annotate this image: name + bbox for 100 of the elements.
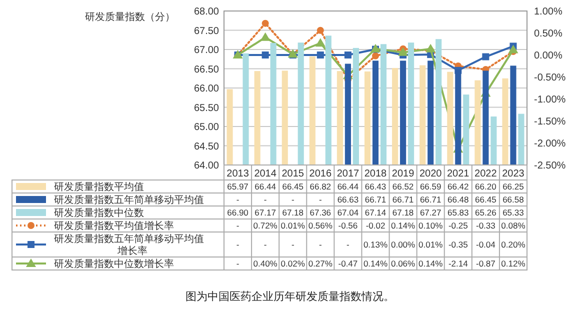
data-label: 0.14% [390, 220, 416, 230]
data-label: -0.56 [338, 220, 358, 230]
data-label: 0.01% [280, 220, 306, 230]
y-tick-label: 64.00 [194, 160, 220, 172]
data-label: 0.56% [308, 220, 333, 230]
data-label: 67.04 [337, 208, 359, 218]
y-tick-label: 66.50 [194, 64, 220, 76]
x-tick-label: 2022 [474, 168, 498, 180]
text: - [318, 194, 322, 204]
y-tick-label: 64.50 [194, 141, 220, 152]
y-tick-label: 67.00 [194, 45, 220, 56]
data-label: 0.00% [390, 240, 416, 250]
data-label: 66.63 [337, 194, 359, 204]
data-label: 67.36 [310, 208, 332, 218]
data-label: 0.08% [501, 220, 526, 230]
x-tick-label: 2023 [502, 168, 525, 180]
legend-label: 研发质量指数五年简单移动平均值 [54, 194, 204, 206]
x-tick-label: 2020 [419, 168, 442, 180]
data-label: 66.20 [475, 182, 497, 192]
data-label: 0.06% [390, 258, 416, 268]
data-label: 65.33 [502, 208, 524, 218]
data-label: 0.14% [363, 258, 388, 268]
y2-tick-label: -2.50% [534, 160, 566, 172]
y2-tick-label: 0.50% [534, 28, 562, 40]
y-tick-label: 67.50 [194, 26, 220, 37]
x-tick-label: 2015 [282, 168, 304, 180]
data-label: -0.47 [338, 258, 358, 268]
y2-tick-label: -1.00% [534, 94, 566, 106]
data-label: - [291, 240, 294, 250]
data-label: 66.90 [227, 208, 249, 218]
y-axis-title: 研发质量指数（分） [85, 11, 175, 23]
y2-tick-label: -2.00% [534, 138, 566, 150]
data-label: 0.13% [363, 240, 388, 250]
data-label: 66.48 [447, 194, 470, 204]
data-label: 66.44 [254, 182, 276, 192]
data-label: 66.71 [392, 194, 414, 204]
y-tick-label: 65.00 [194, 122, 220, 133]
y-tick-label: 66.00 [194, 84, 220, 94]
data-label: -0.35 [448, 240, 468, 250]
data-label: 66.71 [420, 194, 442, 204]
data-label: -2.14 [448, 258, 468, 268]
data-label: 67.18 [392, 208, 414, 218]
data-label: - [318, 240, 322, 250]
x-tick-label: 2017 [336, 168, 360, 180]
x-tick-label: 2014 [254, 168, 277, 180]
data-label: 66.42 [447, 182, 470, 192]
data-label: -0.25 [448, 220, 468, 230]
text: - [236, 194, 240, 204]
data-label: - [346, 240, 350, 250]
legend-label: 研发质量指数中位数增长率 [54, 258, 174, 270]
data-label: 0.14% [418, 258, 444, 268]
data-label: 67.27 [420, 208, 442, 218]
data-label: 66.58 [502, 194, 524, 204]
data-label: - [236, 220, 240, 230]
data-label: 0.40% [253, 258, 278, 268]
data-label: -0.87 [476, 258, 496, 268]
data-label: 66.52 [392, 182, 414, 192]
data-label: 65.97 [227, 182, 249, 192]
data-label: 65.83 [447, 208, 470, 218]
data-label: 67.17 [254, 208, 276, 218]
legend-label: 研发质量指数五年简单移动平均值增长率 [54, 233, 204, 257]
text: - [264, 194, 267, 204]
legend-label: 研发质量指数中位数 [54, 207, 144, 219]
data-label: -0.33 [476, 220, 496, 230]
x-tick-label: 2016 [309, 168, 332, 180]
y2-tick-label: -0.50% [534, 72, 566, 84]
data-label: 66.44 [337, 182, 359, 192]
data-label: - [236, 258, 240, 268]
data-label: 66.59 [420, 182, 442, 192]
legend-label: 研发质量指数平均值 [54, 181, 144, 193]
x-tick-label: 2013 [226, 168, 250, 180]
data-label: 67.18 [282, 208, 304, 218]
data-label: 66.82 [310, 182, 332, 192]
y-tick-label: 65.50 [194, 102, 220, 114]
x-tick-label: 2021 [447, 168, 470, 180]
y2-tick-label: -1.50% [534, 116, 566, 128]
legend-label: 研发质量指数平均值增长率 [54, 220, 174, 232]
y2-tick-label: 0.00% [534, 50, 562, 62]
text: - [291, 194, 294, 204]
data-label: 0.01% [418, 240, 444, 250]
data-label: 65.26 [475, 208, 497, 218]
data-label: 67.14 [364, 208, 386, 218]
x-tick-label: 2019 [392, 168, 415, 180]
y2-tick-label: 1.00% [534, 6, 562, 18]
data-label: 0.10% [418, 220, 444, 230]
data-label: 66.45 [282, 182, 304, 192]
data-label: 0.02% [280, 258, 306, 268]
data-label: -0.04 [476, 240, 496, 250]
data-label: 0.72% [253, 220, 278, 230]
data-label: 0.27% [308, 258, 333, 268]
data-label: - [236, 240, 240, 250]
y-tick-label: 68.00 [194, 6, 220, 18]
data-label: 66.45 [475, 194, 497, 204]
data-label: 0.20% [501, 240, 526, 250]
data-label: 0.12% [501, 258, 526, 268]
data-label: -0.02 [366, 220, 386, 230]
data-label: 66.71 [364, 194, 386, 204]
x-tick-label: 2018 [364, 168, 388, 180]
data-label: 66.25 [502, 182, 524, 192]
annotation: 图为中国医药企业历年研发质量指数情况。 [186, 291, 394, 303]
